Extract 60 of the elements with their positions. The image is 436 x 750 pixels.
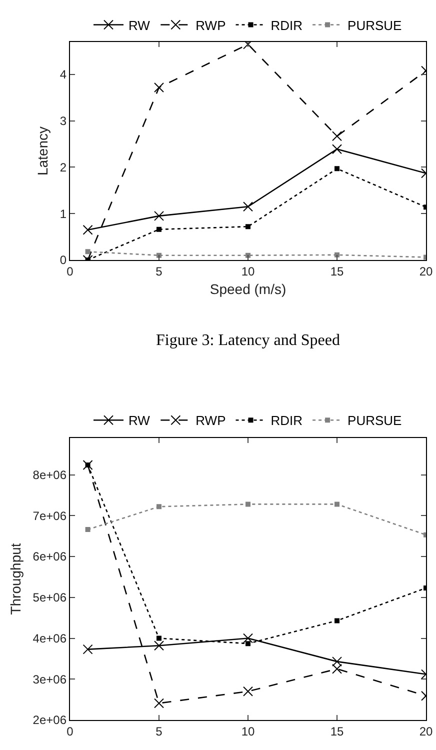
- x-tick-label: 5: [156, 724, 163, 738]
- x-axis-title: Speed (m/s): [210, 280, 286, 297]
- point: [154, 82, 164, 92]
- y-tick-label: 0: [60, 253, 67, 268]
- point: [154, 210, 164, 221]
- y-tick-label: 4e+06: [32, 631, 67, 646]
- y-tick-label: 8e+06: [32, 468, 67, 482]
- point: [334, 502, 340, 507]
- legend-label: PURSUE: [348, 18, 402, 33]
- x-tick-label: 20: [419, 264, 433, 278]
- point: [82, 224, 93, 235]
- y-tick-label: 6e+06: [32, 550, 67, 564]
- legend-label: RDIR: [270, 413, 303, 428]
- point: [246, 641, 250, 646]
- point: [334, 166, 340, 172]
- legend-label: RW: [128, 18, 151, 33]
- caption: Figure 3: Latency and Speed: [156, 332, 340, 349]
- point: [332, 664, 342, 674]
- x-tick-label: 15: [330, 264, 344, 278]
- point: [154, 698, 164, 708]
- point: [82, 644, 93, 654]
- point: [246, 224, 250, 230]
- y-tick-label: 1: [60, 206, 67, 221]
- point: [243, 633, 253, 644]
- point: [156, 636, 162, 641]
- y-axis-title: Latency: [34, 126, 50, 176]
- point: [154, 640, 164, 651]
- point: [156, 226, 162, 232]
- point: [243, 202, 253, 212]
- point: [246, 252, 250, 258]
- legend-label: RDIR: [270, 18, 303, 33]
- point: [156, 252, 162, 258]
- y-axis-title: Throughput: [7, 543, 24, 615]
- x-tick-label: 10: [241, 264, 255, 278]
- point: [334, 252, 340, 258]
- y-tick-label: 4: [60, 68, 67, 82]
- legend-label: RW: [128, 413, 151, 428]
- legend-label: RWP: [196, 18, 226, 33]
- x-tick-label: 20: [419, 724, 433, 738]
- point: [85, 249, 90, 254]
- point: [243, 686, 253, 696]
- y-tick-label: 5e+06: [32, 590, 67, 605]
- x-tick-label: 5: [156, 264, 163, 278]
- x-tick-label: 10: [241, 724, 255, 738]
- y-tick-label: 3e+06: [32, 672, 67, 686]
- y-tick-label: 7e+06: [32, 508, 67, 523]
- point: [246, 502, 250, 507]
- point: [85, 527, 90, 532]
- point: [334, 618, 340, 624]
- point: [85, 462, 90, 468]
- point: [332, 131, 342, 142]
- y-tick-label: 2e+06: [32, 713, 67, 728]
- legend-label: RWP: [196, 413, 226, 428]
- point: [332, 656, 342, 667]
- y-tick-label: 3: [60, 114, 67, 128]
- y-tick-label: 2: [60, 160, 67, 174]
- legend-label: PURSUE: [348, 413, 402, 428]
- point: [332, 144, 342, 154]
- point: [156, 504, 162, 510]
- x-tick-label: 15: [330, 724, 344, 738]
